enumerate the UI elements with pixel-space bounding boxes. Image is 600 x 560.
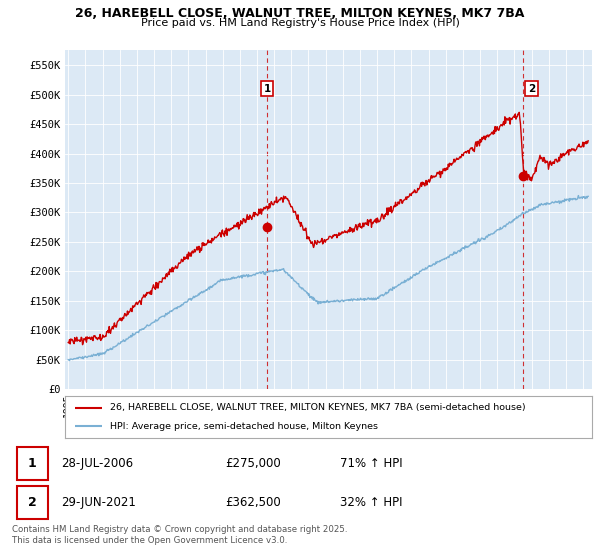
Text: £362,500: £362,500 (225, 496, 281, 509)
Text: HPI: Average price, semi-detached house, Milton Keynes: HPI: Average price, semi-detached house,… (110, 422, 377, 431)
Text: £275,000: £275,000 (225, 457, 281, 470)
Text: 26, HAREBELL CLOSE, WALNUT TREE, MILTON KEYNES, MK7 7BA: 26, HAREBELL CLOSE, WALNUT TREE, MILTON … (76, 7, 524, 20)
Text: 71% ↑ HPI: 71% ↑ HPI (340, 457, 403, 470)
Bar (17, 486, 48, 519)
Text: 26, HAREBELL CLOSE, WALNUT TREE, MILTON KEYNES, MK7 7BA (semi-detached house): 26, HAREBELL CLOSE, WALNUT TREE, MILTON … (110, 403, 525, 412)
Text: 2: 2 (28, 496, 37, 509)
Text: 2: 2 (528, 83, 535, 94)
Text: Price paid vs. HM Land Registry's House Price Index (HPI): Price paid vs. HM Land Registry's House … (140, 18, 460, 29)
Text: Contains HM Land Registry data © Crown copyright and database right 2025.
This d: Contains HM Land Registry data © Crown c… (12, 525, 347, 545)
Text: 29-JUN-2021: 29-JUN-2021 (61, 496, 136, 509)
Text: 1: 1 (28, 457, 37, 470)
Text: 1: 1 (263, 83, 271, 94)
Bar (17, 447, 48, 480)
Text: 32% ↑ HPI: 32% ↑ HPI (340, 496, 403, 509)
Text: 28-JUL-2006: 28-JUL-2006 (61, 457, 133, 470)
